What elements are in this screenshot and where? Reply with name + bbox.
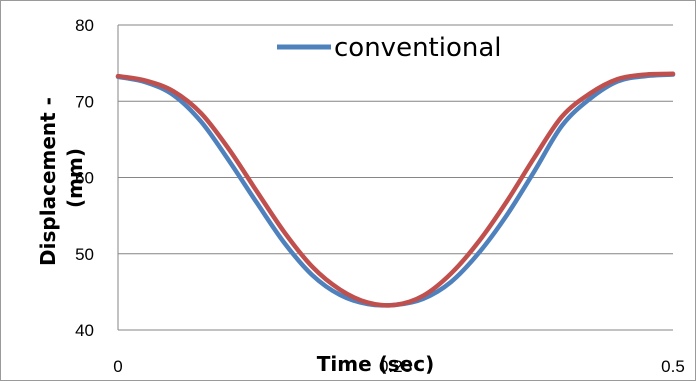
gridlines — [118, 24, 673, 331]
series-lines — [115, 71, 676, 308]
y-axis-title-line-2: (mm) — [63, 148, 87, 208]
legend: conventional — [277, 33, 502, 63]
x-axis-title: Time (sec) — [317, 352, 434, 376]
x-tick-label-0: 0 — [113, 357, 122, 376]
y-tick-label-40: 40 — [75, 321, 94, 340]
y-axis-title-line-1: Displacement - — [36, 97, 60, 266]
y-tick-label-70: 70 — [75, 92, 94, 111]
x-tick-labels: 0 0.25 0.5 — [113, 357, 685, 376]
x-tick-label-0.25: 0.25 — [379, 357, 412, 376]
y-tick-label-80: 80 — [75, 16, 94, 35]
y-tick-label-60: 60 — [75, 169, 94, 188]
y-tick-labels: 40 50 60 70 80 — [75, 16, 94, 340]
x-tick-label-0.5: 0.5 — [661, 357, 685, 376]
legend-label-conventional: conventional — [334, 33, 502, 63]
y-axis-title: Displacement - (mm) — [36, 90, 87, 266]
series-line-series-2 — [115, 71, 676, 308]
y-tick-label-50: 50 — [75, 245, 94, 264]
